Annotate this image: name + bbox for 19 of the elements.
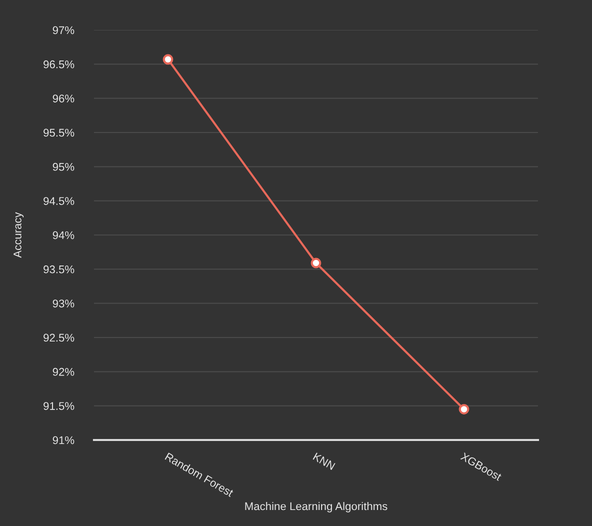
x-tick-label: KNN: [312, 452, 336, 470]
point: [458, 404, 470, 414]
y-tick-label: 92.5%: [44, 334, 74, 342]
y-tick-label: 93%: [52, 300, 74, 308]
y-tick-label: 92%: [52, 368, 74, 376]
x-axis-title: Machine Learning Algorithms: [245, 502, 388, 512]
y-tick-label: 95.5%: [44, 128, 74, 137]
y-tick-label: 96%: [52, 94, 74, 102]
y-tick-label: 95%: [52, 162, 74, 171]
y-tick-label: 96.5%: [44, 60, 74, 68]
y-axis-title: Accuracy: [14, 212, 24, 258]
y-tick-label: 93.5%: [44, 265, 74, 274]
y-tick-label: 94%: [52, 231, 74, 240]
point: [162, 54, 174, 65]
y-tick-label: 91%: [52, 436, 74, 444]
y-tick-label: 94.5%: [44, 197, 74, 205]
point: [310, 258, 322, 268]
y-tick-label: 97%: [52, 26, 74, 34]
y-tick-label: 91.5%: [44, 402, 74, 410]
